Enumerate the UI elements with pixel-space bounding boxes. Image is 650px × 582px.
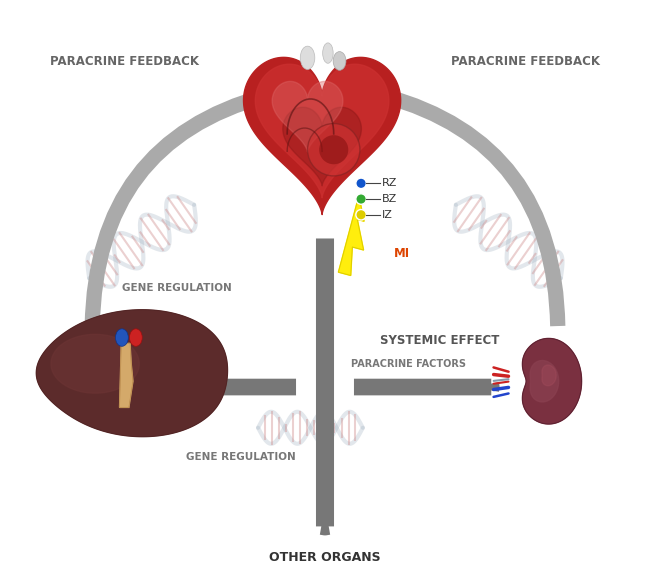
Polygon shape [530,360,559,402]
Circle shape [356,194,367,204]
Text: PARACRINE FEEDBACK: PARACRINE FEEDBACK [49,55,199,68]
Polygon shape [120,343,133,407]
Text: GENE REGULATION: GENE REGULATION [122,283,231,293]
Circle shape [356,210,367,220]
Polygon shape [51,334,139,393]
Ellipse shape [333,52,346,70]
Ellipse shape [322,43,333,63]
Text: OTHER ORGANS: OTHER ORGANS [269,551,381,564]
Text: SYSTEMIC EFFECT: SYSTEMIC EFFECT [380,334,500,347]
Text: IZ: IZ [382,210,393,220]
Polygon shape [339,196,364,275]
Circle shape [319,135,348,164]
Text: PARACRINE FEEDBACK: PARACRINE FEEDBACK [451,55,601,68]
Text: GENE REGULATION: GENE REGULATION [186,452,296,462]
Ellipse shape [116,329,128,346]
Polygon shape [523,339,582,424]
Text: BZ: BZ [382,194,397,204]
Polygon shape [283,107,361,186]
Polygon shape [36,310,228,436]
Ellipse shape [300,46,315,69]
Text: MI: MI [394,247,410,260]
Polygon shape [542,365,556,386]
Circle shape [307,123,360,176]
Ellipse shape [129,329,142,346]
Polygon shape [272,81,343,152]
Polygon shape [244,58,400,215]
Text: RZ: RZ [382,178,397,189]
Circle shape [356,178,367,189]
Polygon shape [255,64,389,198]
Text: PARACRINE FACTORS: PARACRINE FACTORS [351,359,466,369]
